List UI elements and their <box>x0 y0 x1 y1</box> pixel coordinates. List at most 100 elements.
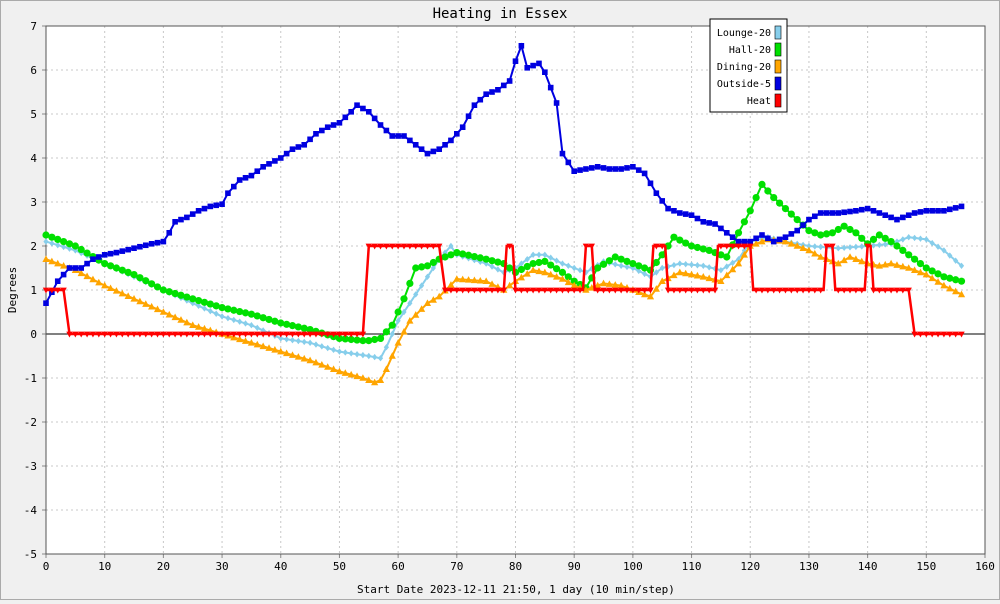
data-point-heat <box>277 331 284 338</box>
data-point-heat <box>934 331 942 338</box>
data-point-outside-5 <box>817 210 824 216</box>
data-point-hall-20 <box>828 229 837 237</box>
data-point-lounge-20 <box>366 352 372 360</box>
data-point-hall-20 <box>687 242 696 250</box>
data-point-dining-20 <box>148 302 156 310</box>
data-point-dining-20 <box>253 340 261 348</box>
data-point-outside-5 <box>90 256 96 262</box>
data-point-outside-5 <box>659 198 666 204</box>
data-point-outside-5 <box>289 146 296 152</box>
data-point-hall-20 <box>705 246 713 254</box>
data-point-dining-20 <box>523 270 531 277</box>
x-tick-label: 50 <box>333 560 346 573</box>
data-point-heat <box>42 287 50 294</box>
data-point-heat <box>717 243 725 250</box>
data-point-heat <box>295 331 302 338</box>
data-point-dining-20 <box>136 297 144 305</box>
data-point-heat <box>770 287 777 294</box>
data-point-lounge-20 <box>419 282 425 289</box>
data-point-hall-20 <box>758 180 766 188</box>
data-point-hall-20 <box>288 322 297 330</box>
data-point-hall-20 <box>740 218 748 226</box>
data-point-heat <box>547 287 554 294</box>
data-point-heat <box>142 331 149 338</box>
data-point-outside-5 <box>741 238 748 245</box>
data-point-dining-20 <box>535 267 543 275</box>
data-point-outside-5 <box>119 248 126 254</box>
data-point-outside-5 <box>195 208 202 214</box>
data-point-dining-20 <box>165 310 173 318</box>
data-point-outside-5 <box>630 164 636 170</box>
data-point-heat <box>265 331 273 338</box>
data-point-dining-20 <box>758 237 766 245</box>
data-point-dining-20 <box>388 352 396 359</box>
data-point-heat <box>488 287 496 294</box>
data-point-outside-5 <box>295 144 302 150</box>
data-point-outside-5 <box>236 177 243 183</box>
data-point-heat <box>670 287 678 294</box>
data-point-dining-20 <box>594 281 602 289</box>
data-point-hall-20 <box>552 265 561 273</box>
data-point-heat <box>242 331 249 338</box>
data-point-lounge-20 <box>818 243 824 251</box>
data-point-lounge-20 <box>237 318 243 325</box>
data-point-dining-20 <box>359 374 367 381</box>
data-point-heat <box>195 331 202 338</box>
data-point-hall-20 <box>106 262 115 270</box>
data-point-dining-20 <box>347 370 355 378</box>
data-point-dining-20 <box>699 273 707 280</box>
data-point-outside-5 <box>565 159 572 166</box>
data-point-hall-20 <box>418 263 426 271</box>
data-point-outside-5 <box>60 271 67 278</box>
data-point-heat <box>594 287 601 294</box>
data-point-hall-20 <box>658 251 666 259</box>
data-point-heat <box>747 243 754 250</box>
data-point-outside-5 <box>547 84 554 91</box>
legend-label-outside-5: Outside-5 <box>717 79 771 90</box>
data-point-heat <box>535 287 543 294</box>
data-point-lounge-20 <box>360 351 366 359</box>
data-point-dining-20 <box>687 270 696 278</box>
data-point-heat <box>782 287 789 294</box>
data-point-outside-5 <box>365 109 372 115</box>
data-point-hall-20 <box>910 255 919 263</box>
data-point-outside-5 <box>894 216 900 223</box>
x-tick-label: 90 <box>568 560 581 573</box>
data-point-dining-20 <box>324 363 332 370</box>
data-point-dining-20 <box>435 292 443 300</box>
data-point-hall-20 <box>623 257 631 265</box>
data-point-outside-5 <box>694 215 701 222</box>
legend-label-dining-20: Dining-20 <box>717 62 771 73</box>
data-point-heat <box>840 287 848 294</box>
data-point-heat <box>612 287 619 294</box>
data-point-heat <box>729 243 736 250</box>
data-point-lounge-20 <box>882 241 888 248</box>
data-point-outside-5 <box>794 227 800 234</box>
data-point-heat <box>764 287 772 294</box>
data-point-hall-20 <box>412 264 420 272</box>
data-point-heat <box>653 243 660 250</box>
data-point-heat <box>811 287 819 294</box>
data-point-heat <box>606 287 613 294</box>
x-tick-label: 40 <box>274 560 287 573</box>
data-point-dining-20 <box>376 376 385 383</box>
x-tick-label: 10 <box>98 560 111 573</box>
data-point-lounge-20 <box>55 241 61 249</box>
data-point-lounge-20 <box>618 262 624 269</box>
data-point-hall-20 <box>558 268 567 276</box>
data-point-dining-20 <box>288 351 297 358</box>
data-point-outside-5 <box>330 122 337 128</box>
data-point-dining-20 <box>881 260 889 268</box>
data-point-outside-5 <box>43 300 49 306</box>
data-point-hall-20 <box>781 205 790 213</box>
data-point-outside-5 <box>454 131 460 137</box>
data-point-hall-20 <box>300 324 308 332</box>
data-point-heat <box>623 287 631 294</box>
data-point-hall-20 <box>148 280 156 288</box>
data-point-dining-20 <box>887 259 895 267</box>
data-point-dining-20 <box>558 275 567 282</box>
data-point-hall-20 <box>775 199 784 207</box>
data-point-dining-20 <box>488 280 496 287</box>
data-point-dining-20 <box>934 278 942 285</box>
data-point-hall-20 <box>887 238 895 246</box>
